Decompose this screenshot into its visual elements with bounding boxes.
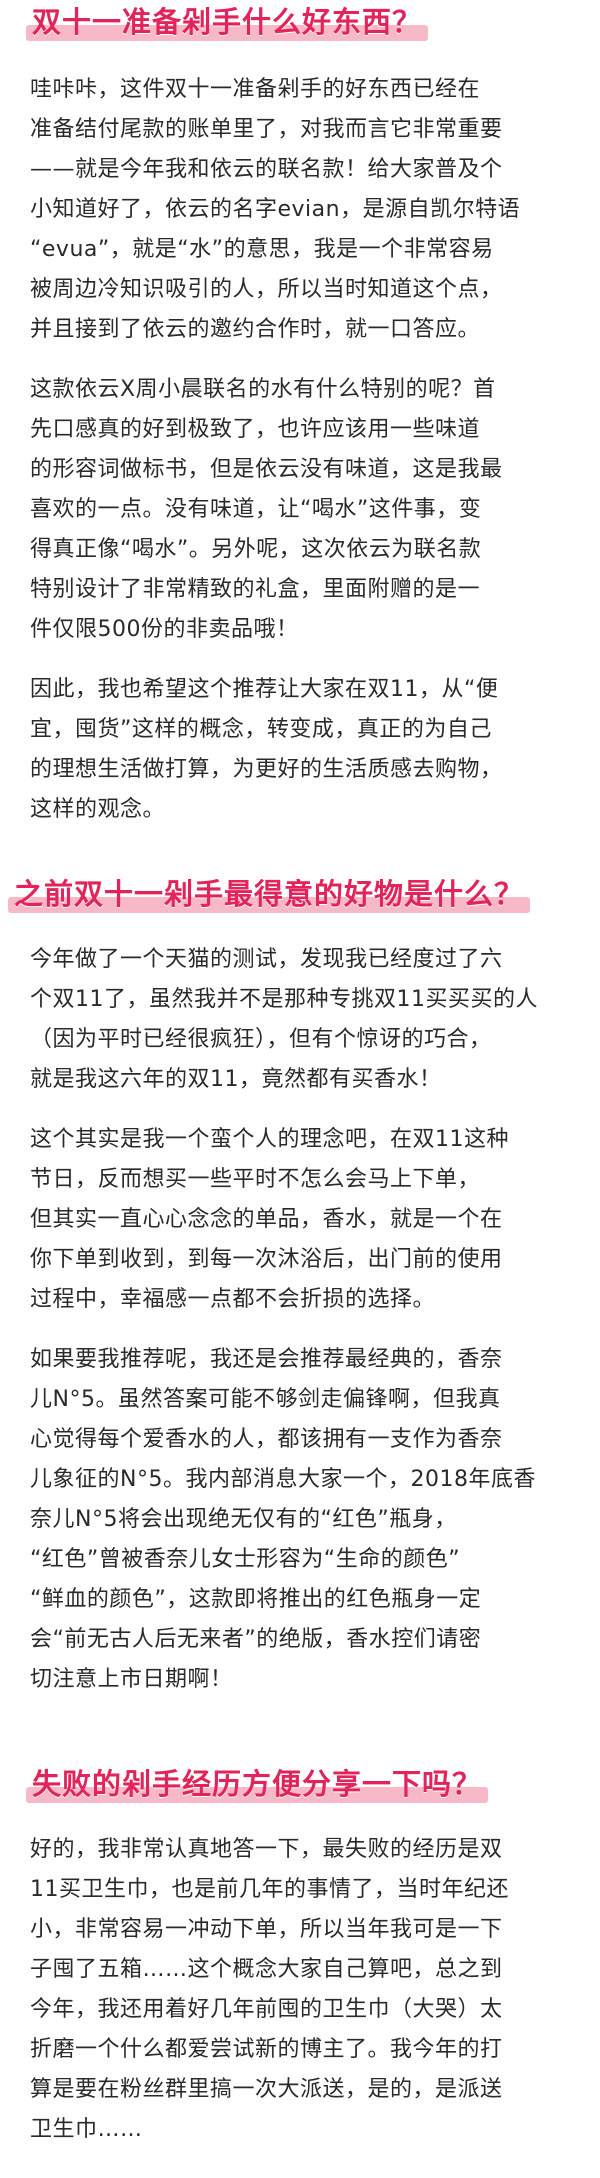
text-line: 件仅限500份的非卖品哦！ [30,617,299,642]
section-heading-2: 之前双十一剁手最得意的好物是什么？ [0,880,600,913]
text-line: 切注意上市日期啊！ [30,1667,233,1692]
section-3-paragraph-1: 好的，我非常认真地答一下，最失败的经历是双 11买卫生巾，也是前几年的事情了，当… [30,1830,570,2150]
text-line: 子囤了五箱……这个概念大家自己算吧，总之到 [30,1957,503,1982]
section-heading-3-text: 失败的剁手经历方便分享一下吗？ [26,1770,489,1803]
text-line: 得真正像“喝水”。另外呢，这次依云为联名款 [30,537,482,562]
text-line: 哇咔咔，这件双十一准备剁手的好东西已经在 [30,77,481,102]
text-line: 节日，反而想买一些平时不怎么会马上下单， [30,1167,481,1192]
text-line: 过程中，幸福感一点都不会折损的选择。 [30,1287,436,1312]
text-line: 就是我这六年的双11，竟然都有买香水！ [30,1067,442,1092]
text-line: 小知道好了，依云的名字evian，是源自凯尔特语 [30,197,521,222]
section-2-paragraph-2: 这个其实是我一个蛮个人的理念吧，在双11这种 节日，反而想买一些平时不怎么会马上… [30,1120,570,1320]
text-line: “evua”，就是“水”的意思，我是一个非常容易 [30,237,494,262]
section-1-paragraph-1: 哇咔咔，这件双十一准备剁手的好东西已经在 准备结付尾款的账单里了，对我而言它非常… [30,70,570,350]
section-2-paragraph-1: 今年做了一个天猫的测试，发现我已经度过了六 个双11了，虽然我并不是那种专挑双1… [30,940,570,1100]
text-line: 奈儿N°5将会出现绝无仅有的“红色”瓶身， [30,1507,457,1532]
text-line: 折磨一个什么都爱尝试新的博主了。我今年的打 [30,2037,503,2062]
text-line: 算是要在粉丝群里搞一次大派送，是的，是派送 [30,2077,503,2102]
section-2-paragraph-3: 如果要我推荐呢，我还是会推荐最经典的，香奈 儿N°5。虽然答案可能不够剑走偏锋啊… [30,1340,570,1700]
text-line: 11买卫生巾，也是前几年的事情了，当时年纪还 [30,1877,509,1902]
text-line: 个双11了，虽然我并不是那种专挑双11买买买的人 [30,987,538,1012]
text-line: 宜，囤货”这样的概念，转变成，真正的为自己 [30,717,492,742]
text-line: 今年，我还用着好几年前囤的卫生巾（大哭）太 [30,1997,503,2022]
text-line: “鲜血的颜色”，这款即将推出的红色瓶身一定 [30,1587,482,1612]
text-line: 喜欢的一点。没有味道，让“喝水”这件事，变 [30,497,482,522]
text-line: 儿N°5。虽然答案可能不够剑走偏锋啊，但我真 [30,1387,501,1412]
text-line: 被周边冷知识吸引的人，所以当时知道这个点， [30,277,503,302]
text-line: 心觉得每个爱香水的人，都该拥有一支作为香奈 [30,1427,503,1452]
text-line: 这样的观念。 [30,797,166,822]
text-line: 今年做了一个天猫的测试，发现我已经度过了六 [30,947,503,972]
section-1-paragraph-2: 这款依云X周小晨联名的水有什么特别的呢？首 先口感真的好到极致了，也许应该用一些… [30,370,570,650]
text-line: 会“前无古人后无来者”的绝版，香水控们请密 [30,1627,482,1652]
text-line: 的形容词做标书，但是依云没有味道，这是我最 [30,457,503,482]
text-line: 因此，我也希望这个推荐让大家在双11，从“便 [30,677,499,702]
text-line: 如果要我推荐呢，我还是会推荐最经典的，香奈 [30,1347,503,1372]
section-1-paragraph-3: 因此，我也希望这个推荐让大家在双11，从“便 宜，囤货”这样的概念，转变成，真正… [30,670,570,830]
text-line: 卫生巾…… [30,2117,143,2142]
section-heading-3: 失败的剁手经历方便分享一下吗？ [0,1770,600,1803]
text-line: 先口感真的好到极致了，也许应该用一些味道 [30,417,481,442]
text-line: （因为平时已经很疯狂），但有个惊讶的巧合， [30,1027,492,1052]
text-line: 你下单到收到，到每一次沐浴后，出门前的使用 [30,1247,503,1272]
text-line: 的理想生活做打算，为更好的生活质感去购物， [30,757,503,782]
text-line: “红色”曾被香奈儿女士形容为“生命的颜色” [30,1547,461,1572]
text-line: 但其实一直心心念念的单品，香水，就是一个在 [30,1207,503,1232]
text-line: 儿象征的N°5。我内部消息大家一个，2018年底香 [30,1467,536,1492]
text-line: 特别设计了非常精致的礼盒，里面附赠的是一 [30,577,481,602]
text-line: 准备结付尾款的账单里了，对我而言它非常重要 [30,117,503,142]
section-heading-2-text: 之前双十一剁手最得意的好物是什么？ [8,880,531,913]
section-heading-1-text: 双十一准备剁手什么好东西？ [26,8,429,41]
text-line: 好的，我非常认真地答一下，最失败的经历是双 [30,1837,503,1862]
text-line: 这个其实是我一个蛮个人的理念吧，在双11这种 [30,1127,509,1152]
text-line: 并且接到了依云的邀约合作时，就一口答应。 [30,317,481,342]
text-line: ——就是今年我和依云的联名款！给大家普及个 [30,157,503,182]
text-line: 小，非常容易一冲动下单，所以当年我可是一下 [30,1917,503,1942]
text-line: 这款依云X周小晨联名的水有什么特别的呢？首 [30,377,496,402]
section-heading-1: 双十一准备剁手什么好东西？ [0,8,600,41]
